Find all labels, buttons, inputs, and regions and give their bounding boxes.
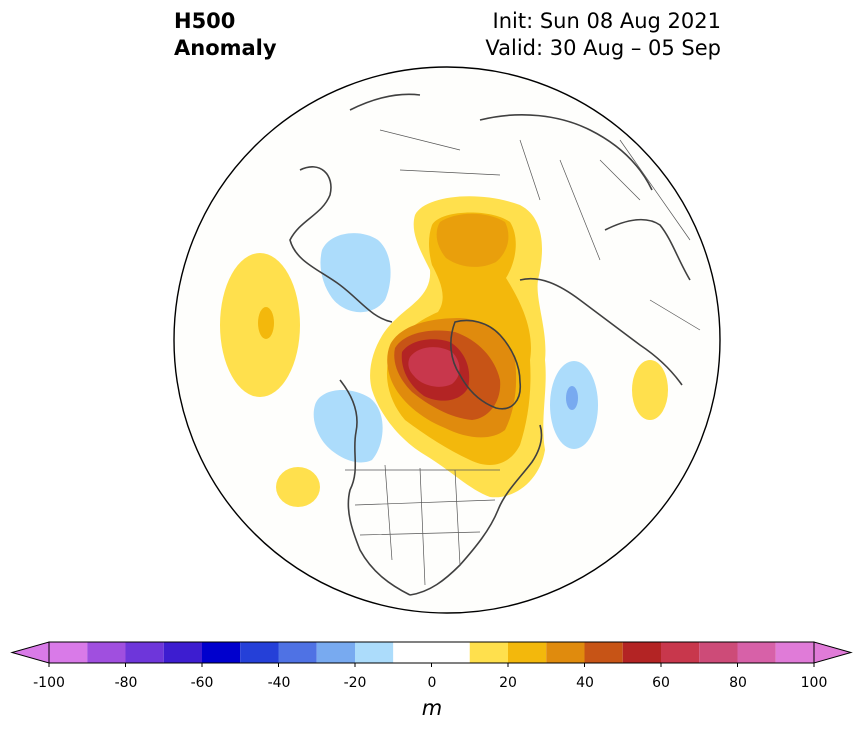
colorbar-bin (163, 642, 202, 663)
colorbar-bin (661, 642, 700, 663)
anomaly-europe-positive (632, 360, 668, 420)
colorbar-tick: 40 (576, 675, 594, 691)
colorbar-bin (125, 642, 164, 663)
anomaly-label: Anomaly (174, 36, 277, 60)
colorbar-bin (737, 642, 776, 663)
map-title-right: Init: Sun 08 Aug 2021 Valid: 30 Aug – 05… (485, 8, 721, 62)
anomaly-main-70 (408, 347, 460, 387)
colorbar-bin (240, 642, 279, 663)
colorbar-bin (584, 642, 623, 663)
anomaly-siberia-core (436, 213, 509, 267)
colorbar-bin (49, 642, 88, 663)
colorbar-bin (316, 642, 355, 663)
map-title-left: H500 Anomaly (174, 8, 277, 62)
variable-label: H500 (174, 9, 236, 33)
polar-map (173, 66, 721, 614)
colorbar-bin (202, 642, 241, 663)
colorbar-tick: -20 (343, 675, 367, 691)
valid-range: Valid: 30 Aug – 05 Sep (485, 36, 721, 60)
colorbar-tick: -80 (114, 675, 138, 691)
colorbar-unit: m (421, 696, 443, 720)
colorbar-extend-low (10, 641, 50, 664)
anomaly-mexico-positive (276, 467, 320, 507)
colorbar-tick: 80 (729, 675, 747, 691)
anomaly-contours (220, 196, 668, 507)
colorbar-bin (469, 642, 508, 663)
colorbar-bin (87, 642, 126, 663)
anomaly-pacific-negative (313, 389, 383, 463)
anomaly-alaska-negative (320, 233, 391, 313)
colorbar-bin (622, 642, 661, 663)
colorbar-extend-high (813, 641, 853, 664)
init-date: Init: Sun 08 Aug 2021 (492, 9, 721, 33)
colorbar-bin (699, 642, 738, 663)
map-boundary (173, 66, 721, 614)
colorbar-tick: 60 (652, 675, 670, 691)
colorbar (10, 641, 853, 667)
borders (345, 129, 701, 586)
colorbar-tick: 100 (800, 675, 828, 691)
anomaly-pacific-positive-core (258, 307, 274, 339)
colorbar-bin (355, 642, 394, 663)
colorbar-tick: 20 (499, 675, 517, 691)
colorbar-bin (508, 642, 547, 663)
colorbar-bin (775, 642, 814, 663)
colorbar-tick: -100 (33, 675, 65, 691)
colorbar-bin (393, 642, 470, 663)
colorbar-bin (278, 642, 317, 663)
colorbar-tick: 0 (427, 675, 437, 691)
anomaly-atlantic-negative-core (566, 386, 578, 410)
colorbar-bin (546, 642, 585, 663)
colorbar-tick: -60 (190, 675, 214, 691)
colorbar-tick: -40 (267, 675, 291, 691)
coastlines (289, 93, 691, 596)
